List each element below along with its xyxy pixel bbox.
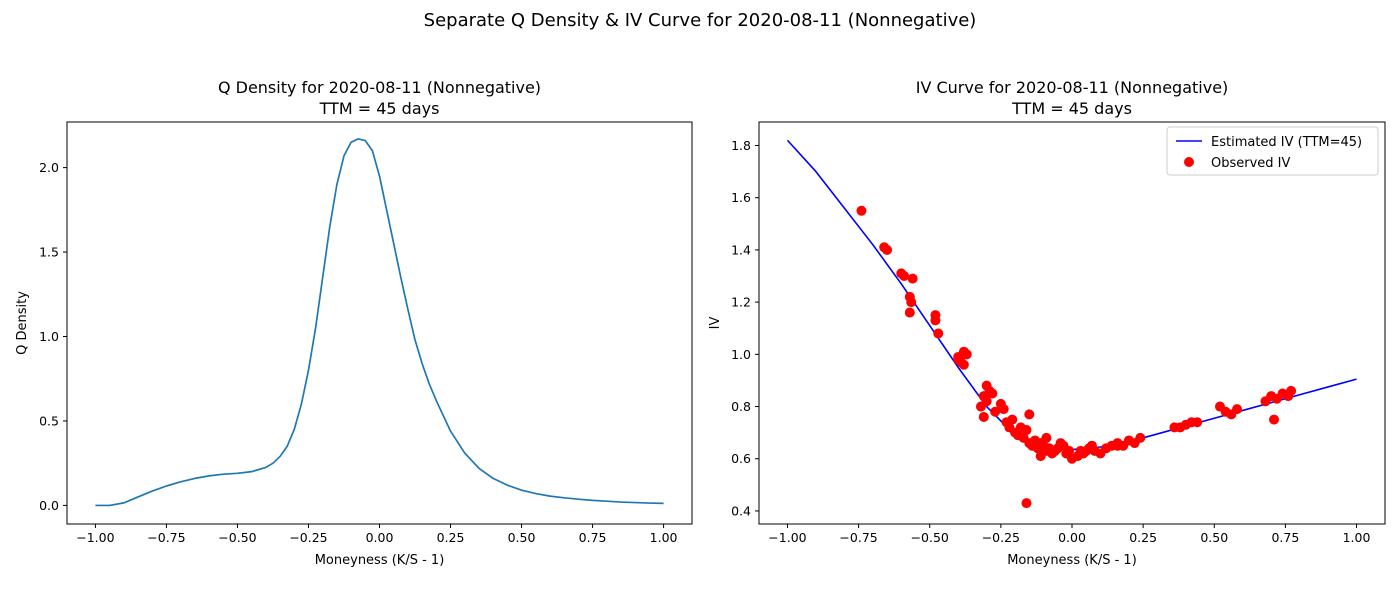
- q-density-plot: −1.00 −0.75 −0.50 −0.25 0.00 0.25 0.50 0.75 1.00…: [39, 121, 693, 545]
- y-tick-label: 0.8: [731, 399, 751, 414]
- scatter-point: [933, 328, 944, 339]
- q-density-title: Q Density for 2020-08-11 (Nonnegative): [218, 78, 541, 97]
- y-tick-label: 0.5: [39, 413, 59, 428]
- scatter-point: [998, 404, 1009, 415]
- iv-curve-title: IV Curve for 2020-08-11 (Nonnegative): [916, 78, 1229, 97]
- scatter-point: [1112, 440, 1123, 451]
- y-tick-label: 1.0: [731, 347, 751, 362]
- scatter-point: [961, 349, 972, 360]
- legend-frame: [1166, 126, 1379, 176]
- y-tick-label: 0.0: [39, 498, 59, 513]
- scatter-point: [882, 244, 893, 255]
- scatter-point: [1135, 432, 1146, 443]
- x-tick-label: 0.25: [1129, 530, 1157, 545]
- scatter-point: [958, 359, 969, 370]
- iv-curve-subtitle: TTM = 45 days: [1011, 99, 1132, 118]
- iv-curve-xlabel: Moneyness (K/S - 1): [1007, 553, 1137, 568]
- scatter-point: [1041, 432, 1052, 443]
- scatter-point: [953, 351, 964, 362]
- x-tick-label: −0.75: [839, 530, 877, 545]
- figure-suptitle: Separate Q Density & IV Curve for 2020-0…: [424, 10, 977, 31]
- y-tick-label: 1.8: [731, 138, 751, 153]
- scatter-point: [1035, 451, 1046, 462]
- scatter-point: [1086, 440, 1097, 451]
- scatter-point: [856, 205, 867, 216]
- y-tick-label: 1.0: [39, 329, 59, 344]
- y-tick-label: 1.6: [731, 190, 751, 205]
- x-tick-label: −0.25: [982, 530, 1020, 545]
- legend-label-observed-iv: Observed IV: [1211, 156, 1291, 171]
- x-tick-label: −0.50: [218, 530, 256, 545]
- x-tick-label: 0.50: [508, 530, 536, 545]
- y-tick-label: 0.4: [731, 503, 751, 518]
- x-tick-label: 0.25: [437, 530, 465, 545]
- y-tick-label: 1.5: [39, 245, 59, 260]
- x-tick-label: 0.00: [1058, 530, 1086, 545]
- y-tick-label: 2.0: [39, 160, 59, 175]
- scatter-point: [904, 307, 915, 318]
- x-tick-label: −0.50: [911, 530, 949, 545]
- iv-curve-plot: −1.00 −0.75 −0.50 −0.25 0.00 0.25 0.50 0.75 1.00…: [731, 121, 1386, 545]
- scatter-point: [1064, 445, 1075, 456]
- scatter-point: [1007, 414, 1018, 425]
- scatter-point: [978, 411, 989, 422]
- x-tick-label: −1.00: [76, 530, 114, 545]
- scatter-point: [1286, 385, 1297, 396]
- x-tick-label: 1.00: [650, 530, 678, 545]
- q-density-subtitle: TTM = 45 days: [319, 99, 440, 118]
- y-tick-label: 1.4: [731, 242, 751, 257]
- y-tick-label: 0.6: [731, 451, 751, 466]
- iv-curve-ylabel: IV: [708, 317, 723, 330]
- legend-label-estimated-iv: Estimated IV (TTM=45): [1211, 135, 1362, 150]
- plot-area: [95, 138, 664, 507]
- legend-marker-swatch: [1184, 157, 1194, 167]
- scatter-point: [1269, 414, 1280, 425]
- q-density-panel: Q Density for 2020-08-11 (Nonnegative) T…: [15, 78, 693, 568]
- q-density-ylabel: Q Density: [15, 291, 30, 355]
- iv-curve-panel: IV Curve for 2020-08-11 (Nonnegative) TT…: [708, 78, 1386, 568]
- x-tick-label: 0.50: [1200, 530, 1228, 545]
- scatter-point: [907, 273, 918, 284]
- iv-legend: Estimated IV (TTM=45) Observed IV: [1166, 126, 1379, 176]
- plot-area: [786, 139, 1357, 509]
- x-tick-label: 0.75: [1271, 530, 1299, 545]
- scatter-point: [1232, 404, 1243, 415]
- x-tick-label: 1.00: [1343, 530, 1371, 545]
- q-density-xlabel: Moneyness (K/S - 1): [315, 553, 445, 568]
- x-tick-label: −0.25: [289, 530, 327, 545]
- x-tick-label: 0.75: [579, 530, 607, 545]
- scatter-point: [990, 406, 1001, 417]
- scatter-point: [1192, 417, 1203, 428]
- scatter-point: [1024, 409, 1035, 420]
- scatter-point: [906, 297, 917, 308]
- scatter-point: [1021, 425, 1032, 436]
- x-tick-label: −1.00: [768, 530, 806, 545]
- scatter-point: [930, 315, 941, 326]
- x-tick-label: 0.00: [366, 530, 394, 545]
- scatter-point: [975, 401, 986, 412]
- scatter-point: [1021, 498, 1032, 509]
- scatter-point: [899, 271, 910, 282]
- y-tick-label: 1.2: [731, 295, 751, 310]
- series-line-0: [95, 138, 664, 507]
- scatter-point: [987, 388, 998, 399]
- x-tick-label: −0.75: [147, 530, 185, 545]
